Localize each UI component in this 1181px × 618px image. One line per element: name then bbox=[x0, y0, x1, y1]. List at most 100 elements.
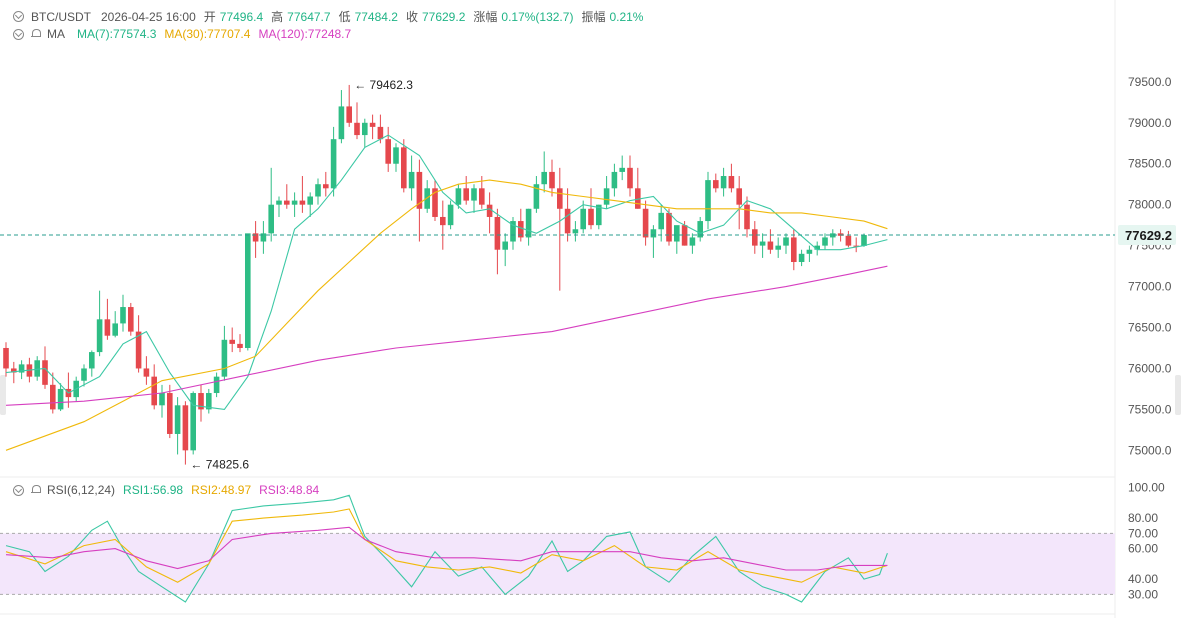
candle-body bbox=[229, 339, 235, 344]
candle-body bbox=[424, 188, 430, 209]
candle-body bbox=[237, 343, 243, 348]
price-tick-label: 75000.0 bbox=[1128, 443, 1172, 457]
open-label: 开 bbox=[203, 10, 216, 24]
ma-line-3 bbox=[5, 265, 888, 406]
candle-body bbox=[182, 405, 189, 451]
collapse-chevron-icon[interactable] bbox=[13, 484, 24, 496]
candle-body bbox=[705, 180, 711, 222]
price-tick-label: 77000.0 bbox=[1128, 280, 1172, 294]
rsi-tick-label: 60.00 bbox=[1128, 542, 1158, 556]
ma-name: MA bbox=[47, 27, 65, 41]
extreme-annotation: ← 79462.3 bbox=[354, 78, 413, 92]
left-scroll-handle[interactable] bbox=[0, 375, 6, 415]
candle-body bbox=[541, 171, 547, 185]
candle-body bbox=[385, 139, 391, 164]
candle-body bbox=[89, 352, 95, 369]
candle-body bbox=[486, 204, 493, 217]
candle-body bbox=[3, 347, 9, 369]
candle-body bbox=[759, 241, 766, 246]
candle-body bbox=[611, 171, 618, 189]
price-tick-label: 76000.0 bbox=[1128, 361, 1172, 375]
rsi-tick-label: 40.00 bbox=[1128, 572, 1158, 586]
candle-body bbox=[104, 319, 111, 336]
bell-icon[interactable] bbox=[31, 29, 41, 39]
ma-legend: MA MA(7):77574.3 MA(30):77707.4 MA(120):… bbox=[0, 27, 351, 41]
low-label: 低 bbox=[338, 10, 351, 24]
price-tick-label: 76500.0 bbox=[1128, 321, 1172, 335]
rsi-tick-label: 100.00 bbox=[1128, 481, 1165, 495]
candle-body bbox=[252, 233, 259, 242]
rsi-name: RSI(6,12,24) bbox=[47, 483, 116, 497]
candle-body bbox=[744, 204, 750, 230]
rsi-band-fill bbox=[0, 533, 1115, 595]
candle-body bbox=[736, 188, 742, 205]
collapse-chevron-icon[interactable] bbox=[13, 28, 24, 40]
candle-body bbox=[853, 245, 859, 247]
candle-body bbox=[159, 393, 165, 406]
candle-body bbox=[42, 360, 48, 385]
candle-body bbox=[463, 188, 469, 201]
rsi3-legend: RSI3:48.84 bbox=[259, 483, 320, 497]
candle-body bbox=[245, 233, 251, 348]
candle-body bbox=[635, 188, 641, 209]
high-value: 77647.7 bbox=[287, 9, 331, 24]
candle-body bbox=[658, 212, 664, 230]
amplitude-label: 振幅 bbox=[581, 10, 606, 24]
candle-body bbox=[151, 376, 157, 406]
current-price-label: 77629.2 bbox=[1125, 228, 1172, 243]
rsi-legend: RSI(6,12,24) RSI1:56.98 RSI2:48.97 RSI3:… bbox=[0, 483, 319, 497]
candle-body bbox=[798, 253, 805, 263]
change-value: 0.17%(132.7) bbox=[501, 9, 574, 24]
candle-body bbox=[128, 307, 134, 332]
candle-body bbox=[791, 237, 797, 263]
candle-body bbox=[720, 176, 727, 189]
bell-icon[interactable] bbox=[31, 485, 41, 495]
candle-body bbox=[299, 200, 306, 205]
pair-label: BTC/USDT bbox=[31, 9, 91, 24]
candle-body bbox=[393, 147, 399, 164]
candle-body bbox=[284, 200, 290, 205]
candle-body bbox=[377, 126, 384, 140]
ma120-legend: MA(120):77248.7 bbox=[258, 27, 352, 41]
candle-body bbox=[369, 122, 376, 127]
candle-body bbox=[338, 106, 345, 140]
candle-body bbox=[518, 221, 524, 238]
candle-body bbox=[330, 139, 337, 189]
right-scroll-handle[interactable] bbox=[1175, 375, 1181, 415]
candle-body bbox=[362, 122, 368, 136]
candle-body bbox=[57, 388, 64, 410]
candle-body bbox=[315, 184, 321, 197]
candle-body bbox=[557, 188, 563, 209]
candle-body bbox=[814, 245, 820, 250]
rsi2-legend: RSI2:48.97 bbox=[191, 483, 252, 497]
extreme-annotation: ← 74825.6 bbox=[190, 458, 249, 472]
candle-body bbox=[11, 368, 17, 373]
candle-body bbox=[401, 147, 407, 189]
candle-body bbox=[666, 212, 672, 242]
candle-body bbox=[346, 106, 352, 123]
candle-body bbox=[549, 171, 555, 189]
rsi-line-1 bbox=[5, 494, 888, 603]
candle-body bbox=[752, 229, 758, 246]
candle-body bbox=[502, 241, 508, 250]
candle-body bbox=[775, 245, 781, 250]
axes: 79500.079000.078500.078000.077500.077000… bbox=[1128, 75, 1172, 602]
candle-body bbox=[806, 249, 813, 254]
candle-body bbox=[455, 188, 462, 205]
price-tick-label: 79000.0 bbox=[1128, 116, 1172, 130]
candle-body bbox=[416, 171, 423, 209]
candle-body bbox=[221, 339, 228, 377]
ma-line-2 bbox=[5, 179, 888, 451]
candle-body bbox=[713, 180, 719, 189]
current-price-badge bbox=[1118, 225, 1176, 246]
close-value: 77629.2 bbox=[421, 9, 466, 24]
candle-body bbox=[276, 200, 282, 205]
collapse-chevron-icon[interactable] bbox=[13, 11, 24, 22]
rsi-tick-label: 70.00 bbox=[1128, 526, 1158, 540]
price-tick-label: 78000.0 bbox=[1128, 198, 1172, 212]
candle-body bbox=[697, 221, 703, 238]
candle-body bbox=[96, 319, 103, 353]
candle-body bbox=[783, 237, 789, 246]
candle-body bbox=[619, 167, 625, 172]
